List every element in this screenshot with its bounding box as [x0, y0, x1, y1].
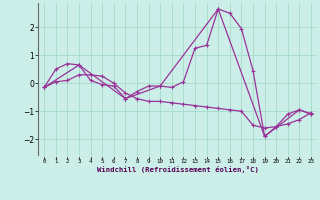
X-axis label: Windchill (Refroidissement éolien,°C): Windchill (Refroidissement éolien,°C): [97, 166, 259, 173]
